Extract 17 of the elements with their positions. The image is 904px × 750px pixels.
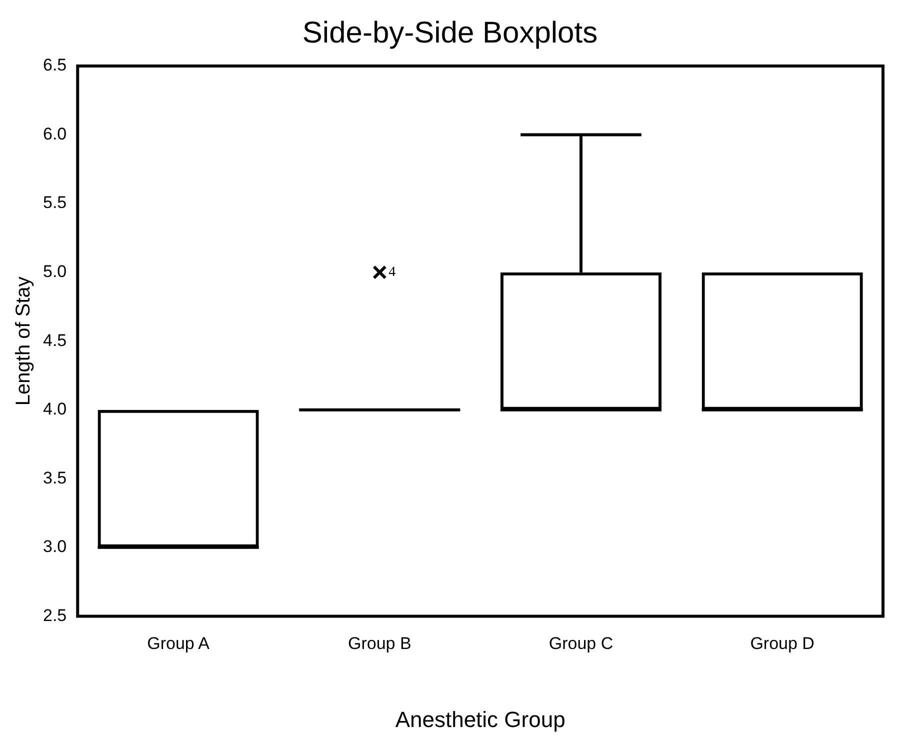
x-tick-label: Group A [147, 634, 210, 654]
y-tick-label: 6.5 [42, 56, 67, 75]
y-tick-label: 6.0 [42, 124, 67, 144]
y-tick-label: 4.5 [42, 330, 67, 350]
x-tick-label: Group B [348, 634, 412, 654]
x-tick-label: Group D [750, 634, 814, 654]
y-tick-label: 5.0 [42, 262, 67, 282]
x-axis-title: Anesthetic Group [395, 706, 566, 732]
y-tick-label: 3.5 [42, 468, 67, 488]
chart-title: Side-by-Side Boxplots [302, 16, 598, 50]
y-axis-title: Length of Stay [12, 276, 35, 406]
y-tick-label: 4.0 [42, 400, 67, 419]
y-tick-label: 5.5 [42, 193, 67, 212]
y-tick-label: 3.0 [42, 537, 67, 556]
x-tick-label: Group C [548, 634, 614, 654]
y-tick-label: 2.5 [42, 606, 67, 625]
annotation: 4 [388, 264, 396, 280]
